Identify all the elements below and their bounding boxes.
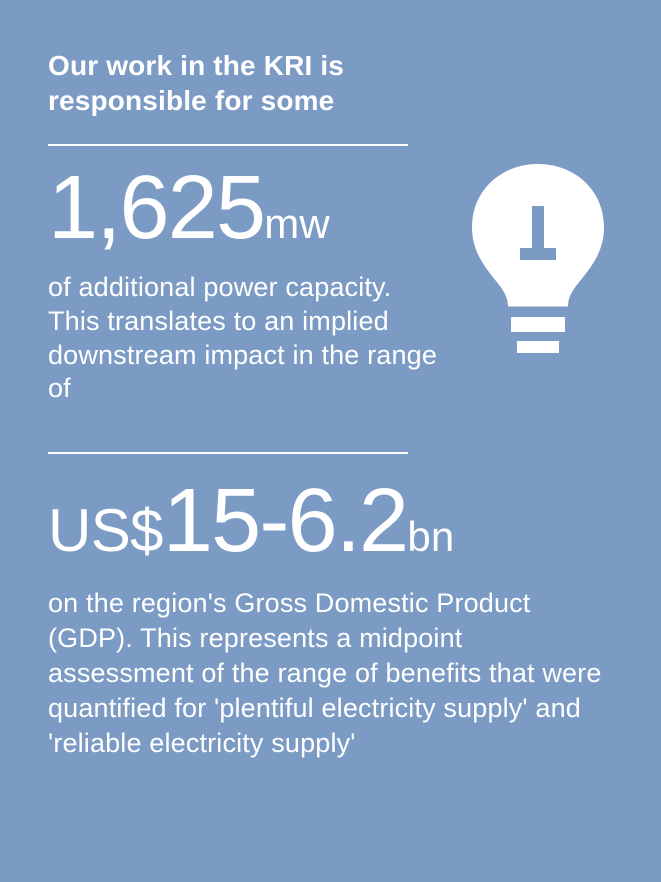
stat2-unit: bn (407, 516, 454, 558)
stat1-value: 1,625 (48, 168, 264, 249)
stat1-value-line: 1,625mw (48, 168, 443, 249)
stat1-unit: mw (264, 200, 330, 247)
stat1-description: of additional power capacity. This trans… (48, 271, 443, 406)
stat2-description: on the region's Gross Domestic Product (… (48, 586, 608, 761)
stat2-value: 15-6.2 (163, 476, 407, 566)
lightbulb-icon (463, 164, 613, 364)
stat2-value-line: US$15-6.2bn (48, 476, 613, 566)
divider-1 (48, 144, 408, 146)
divider-2 (48, 452, 408, 454)
intro-text: Our work in the KRI is responsible for s… (48, 48, 468, 118)
stat1-block: 1,625mw of additional power capacity. Th… (48, 168, 613, 406)
stat2-prefix: US$ (48, 501, 163, 561)
stat1-text: 1,625mw of additional power capacity. Th… (48, 168, 443, 406)
